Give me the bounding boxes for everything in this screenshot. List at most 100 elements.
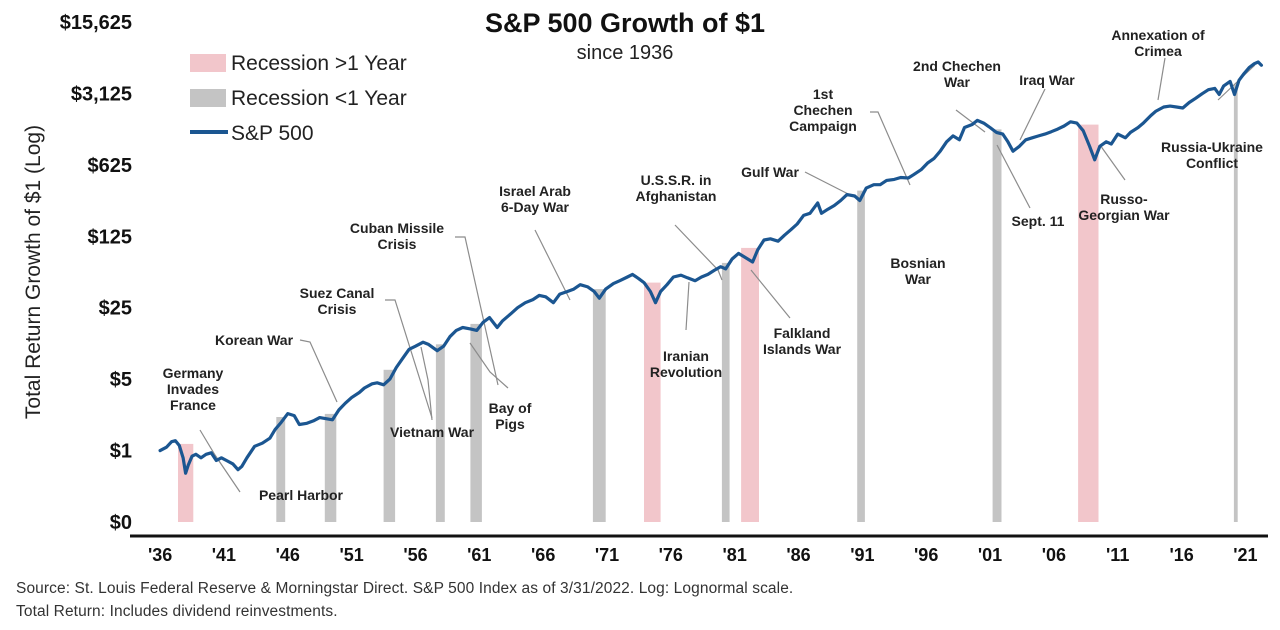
legend-label-sp500: S&P 500 <box>231 122 314 145</box>
event-leader-line <box>996 144 1031 209</box>
y-tick-label: $25 <box>99 298 132 320</box>
recession-band-long-13 <box>1078 124 1099 522</box>
chart-title: S&P 500 Growth of $1 <box>485 8 765 38</box>
y-tick-label: $3,125 <box>71 83 132 105</box>
y-axis-ticks: $0 $1 $5 $25 $125 $625 $3,125 $15,625 <box>60 12 132 534</box>
event-label: Invades <box>167 381 219 397</box>
event-label: Crisis <box>318 301 357 317</box>
event-label: Pearl Harbor <box>259 487 344 503</box>
x-tick-label: '21 <box>1233 545 1257 565</box>
legend-label-recession-long: Recession >1 Year <box>231 52 407 75</box>
recession-band-short-11 <box>857 190 865 522</box>
event-label: U.S.S.R. in <box>641 172 712 188</box>
chart-subtitle: since 1936 <box>577 42 674 64</box>
x-tick-label: '76 <box>659 545 683 565</box>
event-label: Korean War <box>215 332 294 348</box>
recession-band-short-9 <box>721 262 730 522</box>
event-label: Falkland <box>774 325 831 341</box>
event-label: Vietnam War <box>390 424 475 440</box>
sp500-growth-chart: S&P 500 Growth of $1 since 1936 Total Re… <box>22 8 1268 565</box>
event-label: Georgian War <box>1078 207 1170 223</box>
recession-band-short-12 <box>992 129 1002 522</box>
event-label: Iranian <box>663 348 709 364</box>
x-tick-label: '36 <box>148 545 172 565</box>
y-tick-label: $125 <box>88 226 133 248</box>
recession-band-short-14 <box>1233 84 1238 523</box>
event-label: Crisis <box>378 236 417 252</box>
event-label: Russia-Ukraine <box>1161 139 1263 155</box>
event-label: War <box>944 74 970 90</box>
x-tick-label: '51 <box>339 545 363 565</box>
event-label: Crimea <box>1134 43 1182 59</box>
total-return-note: Total Return: Includes dividend reinvest… <box>16 603 338 620</box>
event-leader-line <box>1217 64 1256 101</box>
source-note: Source: St. Louis Federal Reserve & Morn… <box>16 580 794 597</box>
x-tick-label: '86 <box>786 545 810 565</box>
x-axis-ticks: '36 '41 '46 '51 '56 '61 '66 '71 '76 '81 '86 '91 '96 '… <box>148 545 1258 565</box>
legend-swatch-recession-long <box>190 54 226 72</box>
legend-label-recession-short: Recession <1 Year <box>231 87 407 110</box>
event-label: Sept. 11 <box>1012 213 1065 229</box>
recession-band-short-3 <box>324 413 337 522</box>
x-tick-label: '66 <box>531 545 555 565</box>
event-label: France <box>170 397 216 413</box>
recession-band-long-8 <box>644 282 661 522</box>
x-tick-label: '06 <box>1042 545 1066 565</box>
event-label: Pigs <box>495 416 525 432</box>
event-label: Campaign <box>789 118 857 134</box>
y-axis-label: Total Return Growth of $1 (Log) <box>22 125 45 419</box>
event-leader-line <box>870 111 911 186</box>
x-tick-label: '71 <box>595 545 619 565</box>
event-label: Chechen <box>793 102 852 118</box>
x-tick-label: '46 <box>276 545 300 565</box>
event-leader-line <box>199 429 241 493</box>
event-leader-line <box>420 346 433 421</box>
recession-bands <box>178 84 1238 523</box>
legend: Recession >1 Year Recession <1 Year S&P … <box>190 52 407 145</box>
event-leader-line <box>750 269 791 319</box>
x-tick-label: '96 <box>914 545 938 565</box>
recession-band-short-2 <box>276 417 286 522</box>
event-label: Suez Canal <box>300 285 375 301</box>
event-leader-line <box>685 281 690 331</box>
event-label: 1st <box>813 86 834 102</box>
event-leader-line <box>385 299 433 419</box>
event-label: 2nd Chechen <box>913 58 1001 74</box>
x-tick-label: '91 <box>850 545 874 565</box>
recession-band-short-6 <box>470 323 482 522</box>
recession-band-short-5 <box>435 344 445 522</box>
event-label: 6-Day War <box>501 199 570 215</box>
recession-band-short-7 <box>592 289 606 522</box>
event-leader-line <box>955 109 986 133</box>
event-label: Cuban Missile <box>350 220 444 236</box>
annotation-leader-lines <box>199 57 1256 493</box>
legend-swatch-recession-short <box>190 89 226 107</box>
x-tick-label: '41 <box>212 545 236 565</box>
event-leader-line <box>299 339 338 403</box>
x-tick-label: '11 <box>1106 545 1129 565</box>
recession-band-short-4 <box>383 369 396 522</box>
sp500-series-line <box>158 60 1263 475</box>
y-tick-label: $1 <box>110 441 132 463</box>
event-leader-line <box>534 229 571 301</box>
event-leader-line <box>469 342 509 389</box>
recession-band-long-10 <box>741 247 759 522</box>
x-tick-label: '01 <box>978 545 1002 565</box>
event-leader-line <box>455 236 499 386</box>
event-label: Bosnian <box>890 255 945 271</box>
event-label: Annexation of <box>1111 27 1205 43</box>
y-tick-label: $0 <box>110 512 132 534</box>
event-label: Israel Arab <box>499 183 571 199</box>
y-tick-label: $5 <box>110 369 132 391</box>
x-tick-label: '16 <box>1169 545 1193 565</box>
event-label: Revolution <box>650 364 722 380</box>
event-label: Bay of <box>489 400 532 416</box>
event-label: Russo- <box>1100 191 1148 207</box>
event-label: Islands War <box>763 341 842 357</box>
event-label: Conflict <box>1186 155 1238 171</box>
event-label: Germany <box>163 365 224 381</box>
event-leader-line <box>1019 88 1046 141</box>
x-tick-label: '56 <box>403 545 427 565</box>
x-tick-label: '61 <box>467 545 491 565</box>
